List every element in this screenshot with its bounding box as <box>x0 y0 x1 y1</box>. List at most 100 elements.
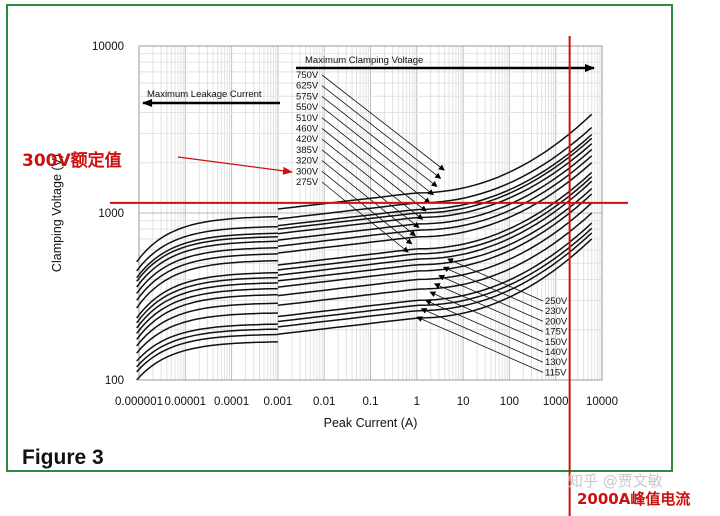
leakage-curve-300V <box>136 276 278 324</box>
leakage-curve-230V <box>136 293 278 340</box>
leakage-curve-275V <box>136 282 278 329</box>
clamping-curve-420V <box>277 155 593 248</box>
lower-rating-label: 115V <box>545 367 567 378</box>
clamping-curve-385V <box>277 162 593 254</box>
x-tick-label: 1000 <box>543 396 569 408</box>
leakage-curve-460V <box>136 247 278 294</box>
rating-leader-arrow <box>442 266 544 312</box>
rating-leader-arrow <box>321 170 413 245</box>
leakage-curve-140V <box>136 328 278 368</box>
rating-leader-arrow <box>321 85 442 179</box>
lower-rating-label: 130V <box>545 357 568 368</box>
figure-label: Figure 3 <box>22 446 104 469</box>
lower-rating-label: 250V <box>545 296 568 307</box>
lower-rating-label: 140V <box>545 347 568 358</box>
curves <box>136 113 593 381</box>
upper-rating-label: 750V <box>296 70 319 81</box>
rating-leader-arrow <box>447 258 544 302</box>
leakage-curve-320V <box>136 271 278 319</box>
x-tick-label: 1 <box>414 396 420 408</box>
clamping-curve-200V <box>277 202 593 297</box>
x-tick-label: 10000 <box>586 396 618 408</box>
rating-leader-arrow <box>321 181 409 253</box>
clamping-curve-230V <box>277 193 593 288</box>
x-axis-title: Peak Current (A) <box>324 416 418 430</box>
leakage-arrow-label: Maximum Leakage Current <box>147 89 262 100</box>
leakage-curve-420V <box>136 253 278 301</box>
rating-leader-arrow <box>429 291 544 343</box>
upper-rating-label: 420V <box>296 134 319 145</box>
clamping-curve-115V <box>277 238 593 335</box>
rating-leader-arrow <box>321 160 416 237</box>
x-tick-label: 10 <box>457 396 470 408</box>
leakage-curve-550V <box>136 236 278 282</box>
highlight-lines <box>110 36 628 516</box>
rating-leader-arrow <box>433 283 544 332</box>
rating-leader-arrow <box>420 308 544 363</box>
x-tick-label: 0.01 <box>313 396 335 408</box>
x-tick-label: 0.001 <box>264 396 293 408</box>
rating-leader-arrow <box>321 74 445 171</box>
upper-rating-label: 550V <box>296 102 319 113</box>
lower-rating-label: 200V <box>545 316 568 327</box>
clamping-curve-320V <box>277 171 593 266</box>
leakage-curve-385V <box>136 259 278 309</box>
clamping-curve-550V <box>277 137 593 230</box>
lower-rating-label: 175V <box>545 327 568 338</box>
upper-rating-label: 460V <box>296 124 319 135</box>
y-tick-label: 1000 <box>98 208 124 220</box>
rating-leader-arrow <box>438 274 544 322</box>
clamping-curve-275V <box>277 180 593 276</box>
lower-rating-label: 230V <box>545 306 568 317</box>
y-axis-title: Clamping Voltage (V) <box>50 154 64 272</box>
leakage-curve-130V <box>136 333 278 373</box>
rating-leader-arrow <box>416 316 544 373</box>
rating-leader-arrow <box>321 106 434 196</box>
rating-leader-arrow <box>321 128 427 212</box>
clamping-arrow-label: Maximum Clamping Voltage <box>305 55 423 66</box>
y-tick-label: 100 <box>105 375 124 387</box>
leakage-curve-115V <box>136 341 278 381</box>
leakage-curve-625V <box>136 225 278 272</box>
y-tick-label: 10000 <box>92 41 124 53</box>
rating-leader-arrow <box>321 96 438 188</box>
grid <box>138 45 603 381</box>
rating-leader-arrow <box>321 138 424 220</box>
clamping-curve-575V <box>277 133 593 227</box>
figure-frame <box>6 4 673 472</box>
rating-leader-arrow <box>321 117 431 204</box>
clamping-curve-300V <box>277 176 593 271</box>
x-tick-label: 100 <box>500 396 519 408</box>
upper-rating-label: 510V <box>296 113 319 124</box>
axes: 0.000001 0.00001 0.0001 0.001 0.01 0.1 1 10 100 1… <box>50 41 618 430</box>
rating-leader-arrow <box>321 149 420 229</box>
leakage-curve-510V <box>136 240 278 288</box>
leakage-curve-575V <box>136 232 278 279</box>
clamping-curve-150V <box>277 222 593 318</box>
leakage-curve-150V <box>136 323 278 362</box>
peak-current-annotation: 2000A峰值电流 <box>577 490 691 508</box>
clamping-curve-510V <box>277 143 593 235</box>
clamping-curve-250V <box>277 188 593 282</box>
upper-rating-label: 385V <box>296 145 319 156</box>
x-tick-label: 0.00001 <box>165 396 207 408</box>
watermark: 知乎 @贾文敏 <box>568 472 663 490</box>
leakage-curve-200V <box>136 302 278 347</box>
x-tick-label: 0.0001 <box>214 396 249 408</box>
upper-rating-label: 300V <box>296 166 319 177</box>
clamping-curve-130V <box>277 232 593 328</box>
rating-leader-arrow <box>425 299 544 353</box>
plot-border <box>138 45 603 381</box>
clamping-curve-460V <box>277 148 593 241</box>
leakage-curve-250V <box>136 287 278 334</box>
rating-labels: 750V625V575V550V510V460V420V385V320V300V… <box>142 55 595 378</box>
upper-rating-label: 625V <box>296 81 319 92</box>
upper-rating-label: 275V <box>296 177 319 188</box>
x-tick-label: 0.000001 <box>115 396 163 408</box>
rated-voltage-annotation: 300V额定值 <box>22 151 122 171</box>
leakage-curve-175V <box>136 312 278 354</box>
rated-voltage-arrow <box>177 156 293 175</box>
x-tick-label: 0.1 <box>363 396 379 408</box>
upper-rating-label: 320V <box>296 156 319 167</box>
